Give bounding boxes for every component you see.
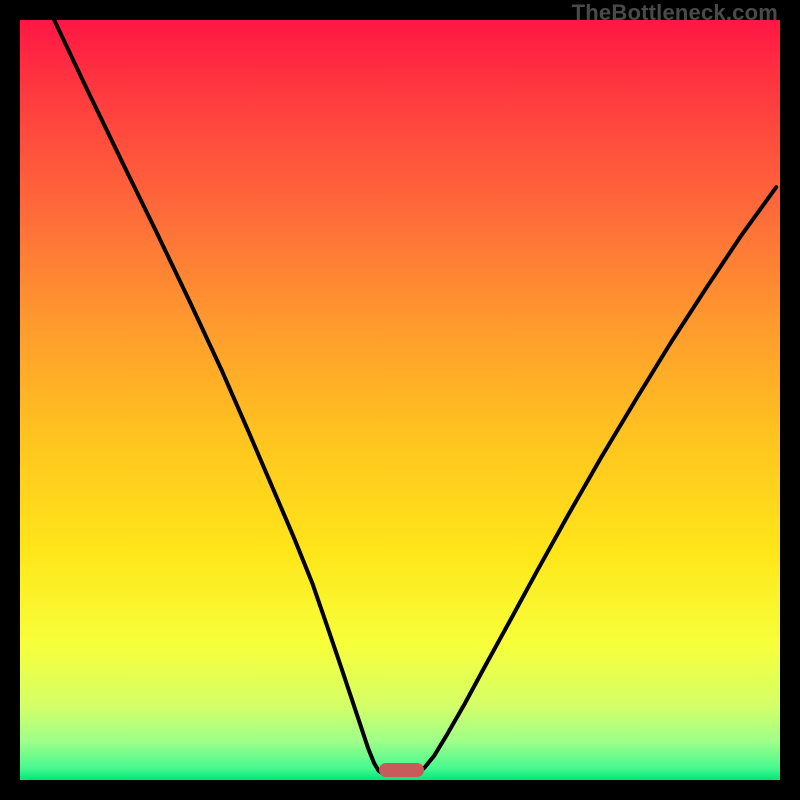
stage: TheBottleneck.com: [0, 0, 800, 800]
watermark-text: TheBottleneck.com: [572, 0, 778, 26]
bottleneck-marker: [379, 763, 425, 777]
curve-right: [417, 187, 776, 774]
plot-area: [20, 20, 780, 780]
curves: [20, 20, 780, 780]
curve-left: [54, 20, 383, 774]
